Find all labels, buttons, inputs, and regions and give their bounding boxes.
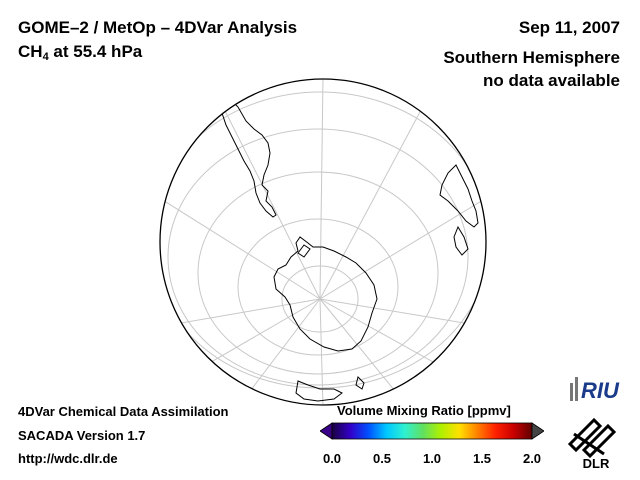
map-title: GOME–2 / MetOp – 4DVar Analysis [18,18,298,37]
coastlines [221,96,479,402]
date-label: Sep 11, 2007 [518,18,620,37]
dlr-emblem-icon [567,417,617,459]
riu-logo-text: RIU [581,378,620,403]
south-america-coast [221,96,277,218]
riu-logo: RIU [570,377,620,403]
footer-line-1: 4DVar Chemical Data Assimilation [18,404,229,419]
colorbar-tick-label: 1.0 [422,451,442,466]
colorbar-gradient [331,422,533,440]
colorbar-high-arrow [531,422,544,440]
dlr-logo-text: DLR [583,456,610,471]
colorbar-tick-label: 0.5 [372,451,392,466]
hemisphere-label: Southern Hemisphere [443,48,620,67]
species-subscript: 4 [42,51,49,63]
footer-line-2: SACADA Version 1.7 [18,428,146,443]
colorbar-tick-label: 0.0 [322,451,342,466]
globe-outline [159,78,487,406]
colorbar-title: Volume Mixing Ratio [ppmv] [337,403,511,418]
species-suffix: at 55.4 hPa [48,42,143,61]
antarctica-coast [273,236,378,352]
colorbar-low-arrow [320,422,333,440]
status-label: no data available [483,71,620,90]
species-label: CH4 at 55.4 hPa [18,42,142,63]
globe-map [159,78,487,406]
colorbar [320,422,544,440]
australia-coast [295,380,343,402]
footer-url: http://wdc.dlr.de [18,451,118,466]
africa-coast [439,164,479,228]
colorbar-tick-label: 2.0 [522,451,542,466]
colorbar-tick-label: 1.5 [472,451,492,466]
species-prefix: CH [18,42,43,61]
dlr-logo: DLR [567,417,617,471]
